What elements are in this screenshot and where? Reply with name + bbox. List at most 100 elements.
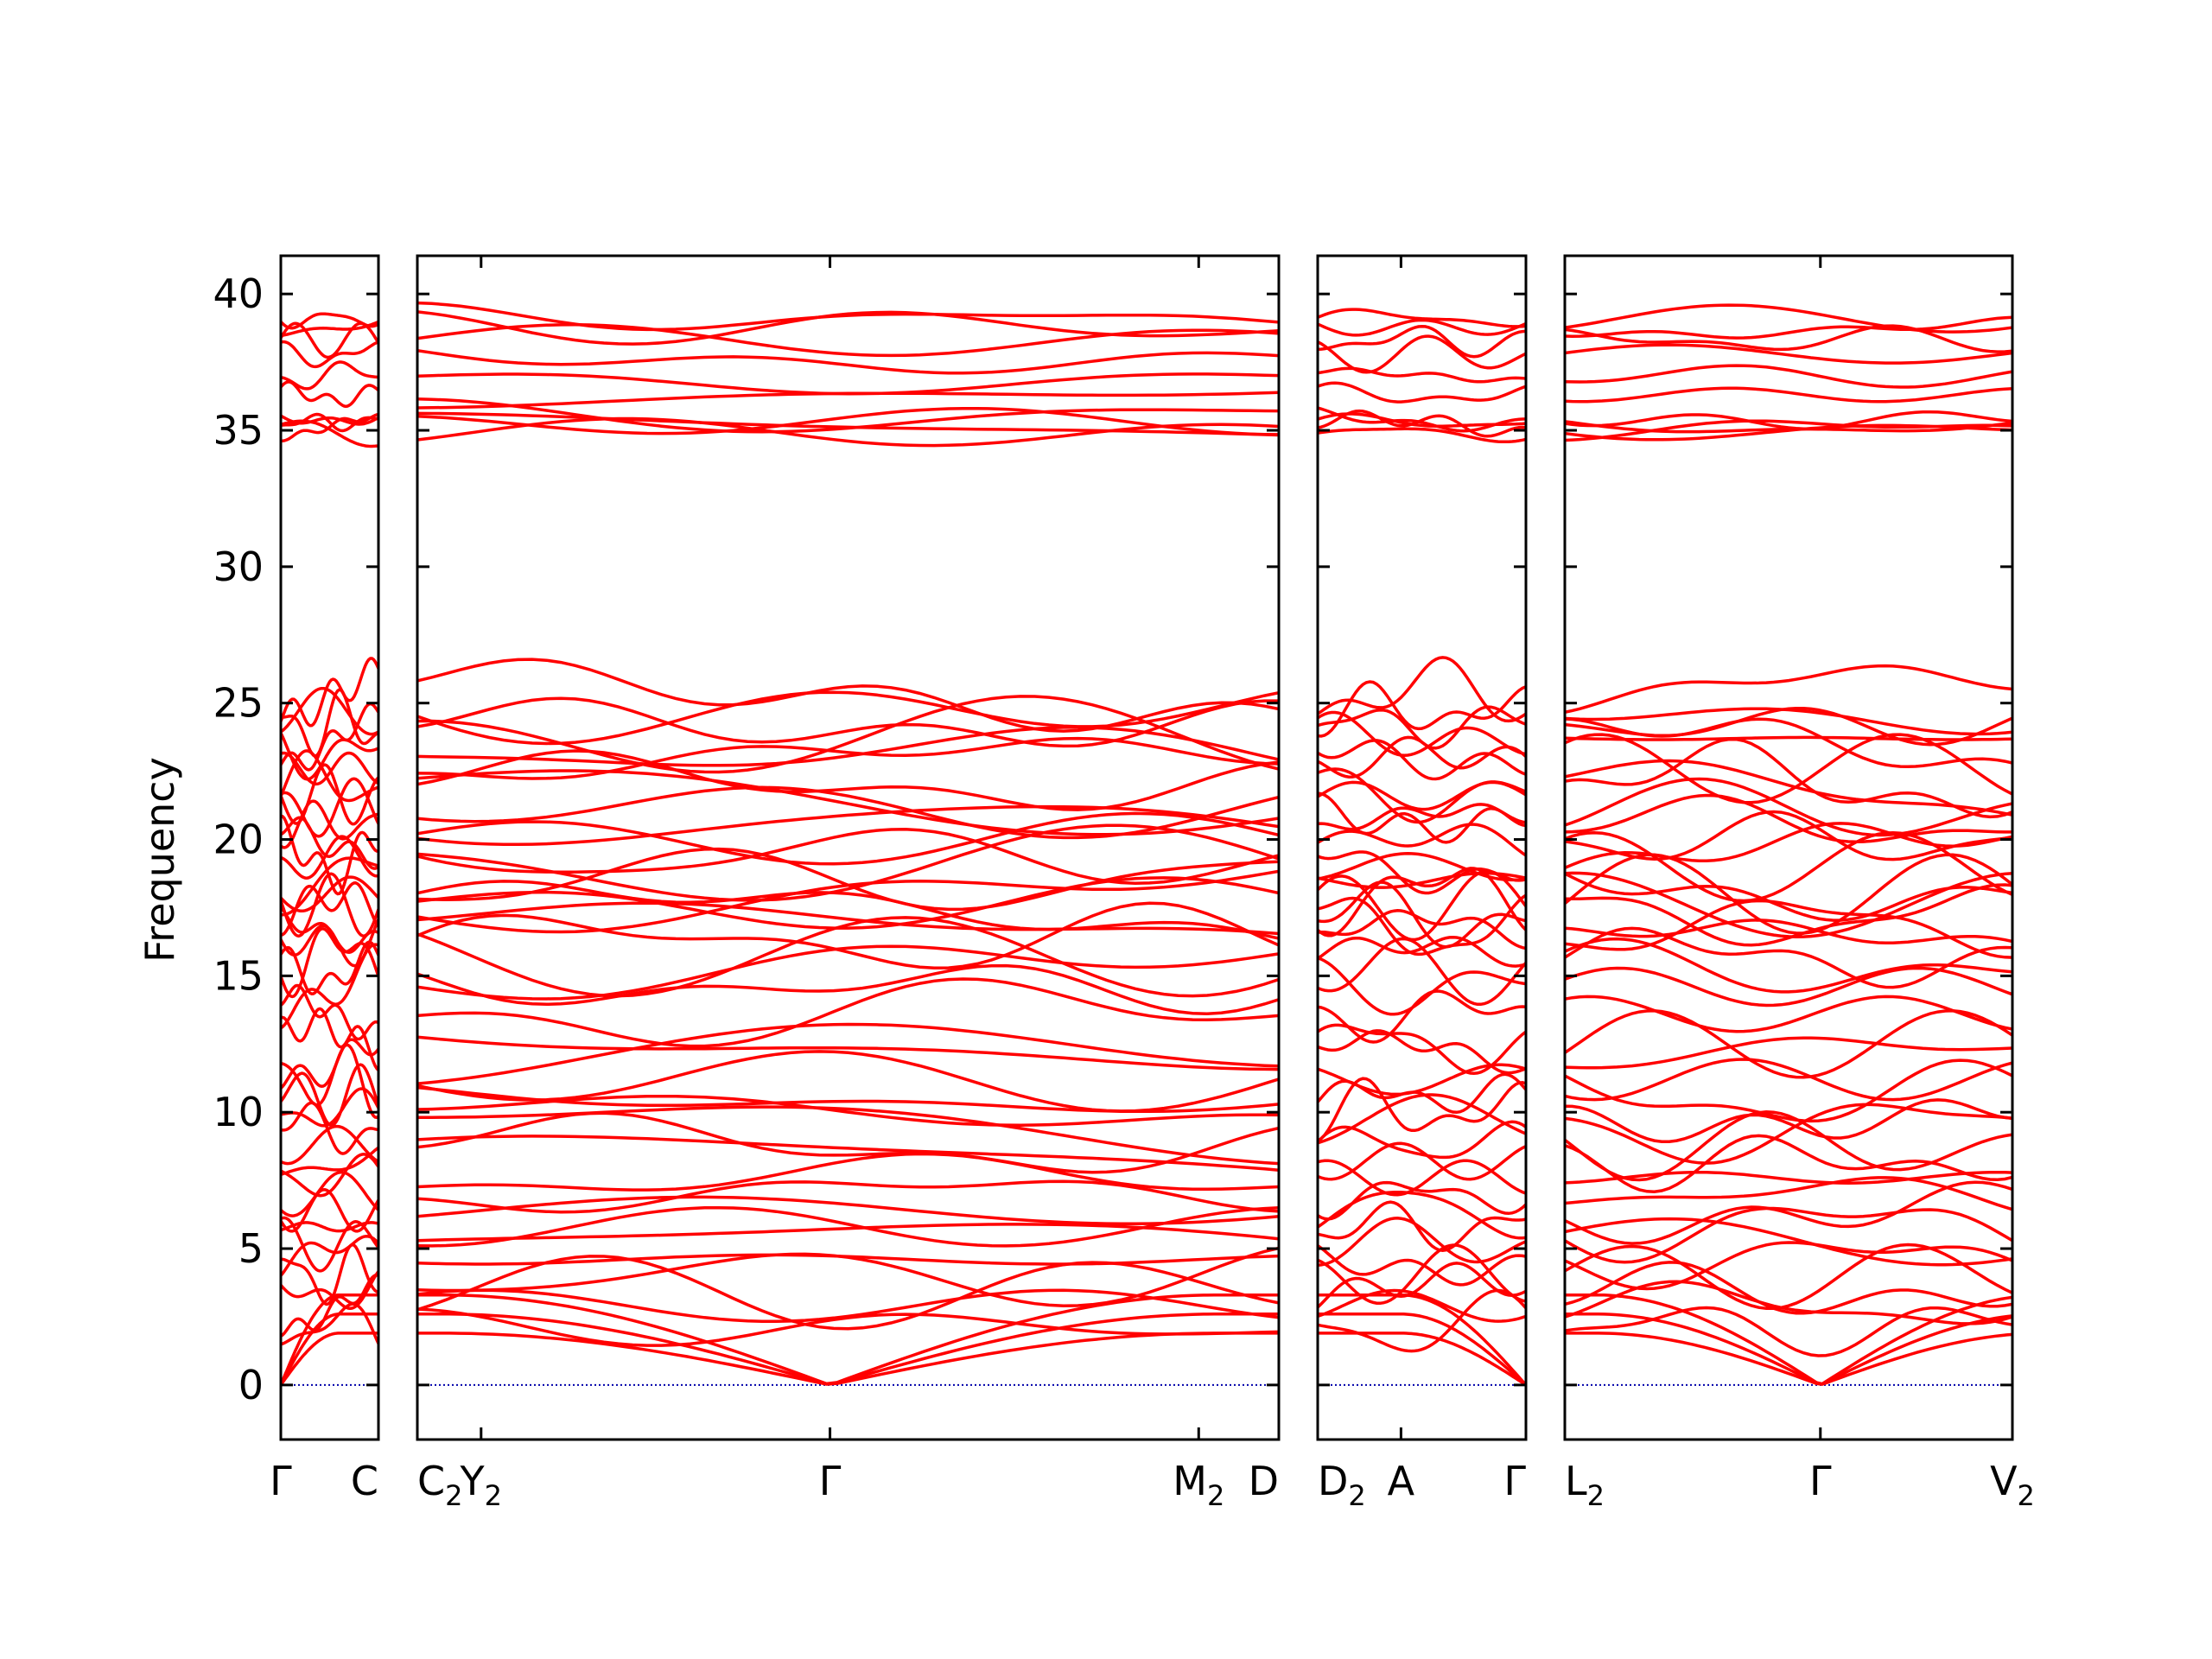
phonon-band — [1318, 1180, 1526, 1221]
phonon-band — [1565, 853, 2012, 935]
phonon-band — [281, 940, 378, 995]
phonon-band — [1318, 1093, 1526, 1145]
phonon-band — [1565, 364, 2012, 389]
phonon-band — [1565, 1058, 2012, 1102]
phonon-band — [417, 372, 1279, 396]
y-tick-label: 10 — [213, 1089, 264, 1135]
acoustic-branch — [417, 1332, 1279, 1386]
phonon-band — [281, 816, 378, 870]
bands-panel-3 — [1318, 308, 1526, 1387]
y-tick-label: 30 — [213, 543, 264, 590]
phonon-band — [281, 927, 378, 999]
phonon-band — [281, 312, 378, 330]
phonon-band — [417, 847, 1279, 912]
phonon-band — [1565, 707, 2012, 736]
panel-frame — [416, 254, 1281, 1441]
phonon-band — [417, 1022, 1279, 1085]
x-tick-label: Γ — [1809, 1458, 1832, 1504]
x-tick-label: D2 — [1318, 1458, 1366, 1512]
phonon-band — [281, 1302, 378, 1346]
panel-frame — [279, 254, 380, 1441]
x-tick-label: Γ — [1503, 1458, 1526, 1504]
phonon-band — [1565, 1217, 2012, 1267]
phonon-band — [1565, 1176, 2012, 1211]
phonon-band — [1318, 1141, 1526, 1181]
panel-frame — [1563, 254, 2014, 1441]
phonon-band — [1565, 759, 2012, 817]
phonon-band — [281, 419, 378, 448]
phonon-band — [281, 702, 378, 772]
phonon-band — [1565, 1009, 2012, 1079]
phonon-band — [1318, 324, 1526, 359]
phonon-band — [1565, 1243, 2012, 1311]
panel-3: D2 A Γ — [1316, 254, 1528, 1512]
phonon-band — [1318, 871, 1526, 889]
phonon-band — [1318, 852, 1526, 882]
phonon-band — [1565, 737, 2012, 819]
acoustic-branch — [1318, 1332, 1526, 1387]
x-tick-label: A — [1388, 1458, 1415, 1504]
phonon-band — [417, 1152, 1279, 1192]
phonon-band — [1318, 1243, 1526, 1306]
phonon-band — [1565, 995, 2012, 1033]
phonon-band — [1318, 791, 1526, 844]
phonon-band — [417, 901, 1279, 936]
phonon-band — [1318, 1288, 1526, 1353]
x-tick-label: Γ — [270, 1458, 292, 1504]
phonon-band — [281, 751, 378, 786]
phonon-band — [1318, 705, 1526, 750]
x-tick-label: V2 — [1990, 1458, 2035, 1512]
acoustic-branch — [281, 1332, 378, 1386]
phonon-band — [1318, 803, 1526, 831]
phonon-band — [1565, 926, 2012, 989]
phonon-band — [1565, 664, 2012, 715]
phonon-band — [1565, 899, 2012, 959]
acoustic-branch — [417, 1313, 1279, 1386]
x-tick-label: M2 — [1173, 1458, 1224, 1512]
phonon-band — [1565, 1306, 2012, 1357]
phonon-band — [1565, 315, 2012, 340]
phonon-band — [1565, 1110, 2012, 1182]
phonon-band — [417, 301, 1279, 332]
phonon-band — [1318, 909, 1526, 950]
phonon-band — [1318, 935, 1526, 968]
phonon-band — [1318, 989, 1526, 1044]
bands-panel-1 — [281, 312, 378, 1386]
acoustic-branch — [1318, 1313, 1526, 1387]
acoustic-branch — [1565, 1293, 2012, 1386]
phonon-band — [1318, 366, 1526, 384]
phonon-band — [417, 769, 1279, 836]
phonon-band — [417, 416, 1279, 448]
phonon-band — [281, 686, 378, 736]
phonon-band — [417, 1105, 1279, 1166]
phonon-band — [1565, 1058, 2012, 1123]
phonon-band — [1318, 1262, 1526, 1309]
phonon-band — [417, 406, 1279, 436]
phonon-band — [1565, 810, 2012, 861]
phonon-band — [1565, 1170, 2012, 1185]
phonon-band — [417, 1179, 1279, 1214]
phonon-band — [417, 1307, 1279, 1347]
phonon-band — [417, 1253, 1279, 1266]
phonon-band — [1565, 1206, 2012, 1264]
phonon-band — [1318, 850, 1526, 895]
phonon-band — [417, 1195, 1279, 1226]
phonon-band — [417, 1223, 1279, 1243]
panel-frame — [1316, 254, 1528, 1441]
phonon-band — [281, 1170, 378, 1217]
phonon-band — [417, 828, 1279, 885]
phonon-band — [417, 977, 1279, 1048]
phonon-band — [1318, 780, 1526, 811]
acoustic-branch — [1318, 1293, 1526, 1387]
x-tick-label: Γ — [819, 1458, 842, 1504]
phonon-band — [1318, 1200, 1526, 1252]
y-tick-label: 5 — [238, 1225, 264, 1272]
phonon-band — [281, 360, 378, 391]
phonon-band — [1318, 1217, 1526, 1267]
phonon-band — [1565, 871, 2012, 938]
phonon-band — [417, 690, 1279, 746]
x-tick-label: C2 — [417, 1458, 462, 1512]
phonon-band — [417, 310, 1279, 346]
